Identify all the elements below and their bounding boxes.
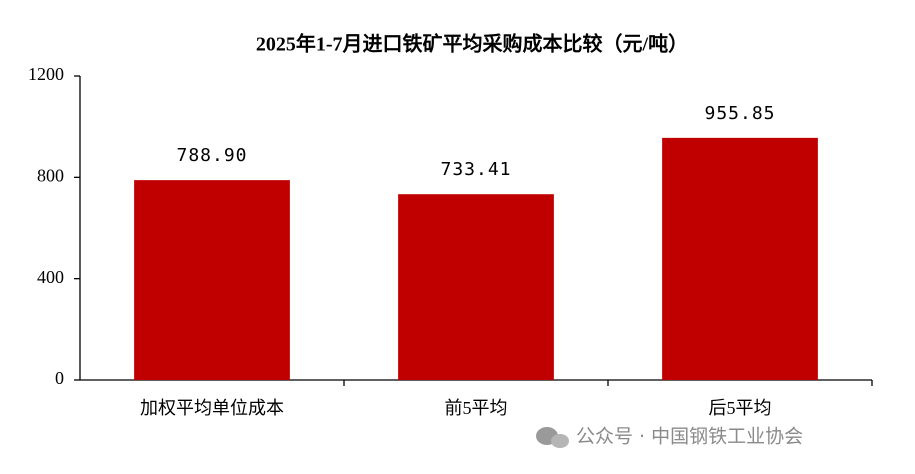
chart-title: 2025年1-7月进口铁矿平均采购成本比较（元/吨） [256,32,688,56]
x-tick-label: 前5平均 [445,398,508,418]
watermark: 公众号 · 中国钢铁工业协会 [576,426,803,448]
y-tick-label: 400 [37,267,64,287]
x-tick-label: 后5平均 [709,398,772,418]
bar [398,194,554,380]
x-tick-label: 加权平均单位成本 [140,398,284,418]
value-label: 955.85 [704,103,775,124]
value-label: 733.41 [440,159,511,180]
y-tick-label: 0 [55,368,64,388]
y-tick-label: 1200 [28,64,64,84]
watermark-icon [536,427,569,448]
y-tick-label: 800 [37,165,64,185]
bar [134,180,290,380]
bar [662,137,818,380]
value-label: 788.90 [176,145,247,166]
